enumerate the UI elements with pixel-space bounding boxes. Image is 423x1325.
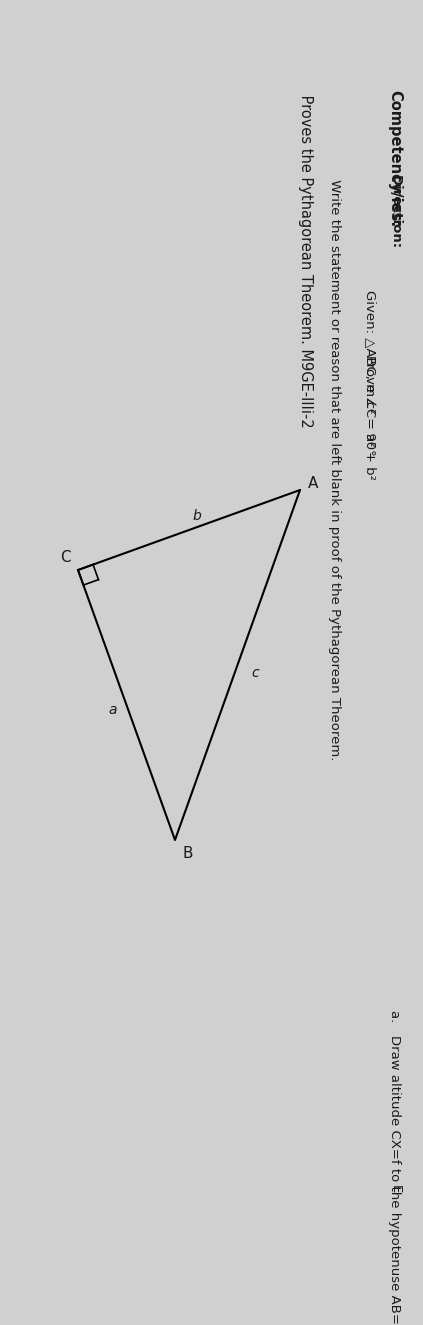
Text: Direction:: Direction:	[388, 175, 401, 249]
Text: a: a	[108, 704, 117, 717]
Text: E: E	[388, 1185, 401, 1194]
Text: Competency/ies:: Competency/ies:	[387, 90, 403, 228]
Text: B: B	[183, 845, 193, 860]
Text: Write the statement or reason that are left blank in proof of the Pythagorean Th: Write the statement or reason that are l…	[329, 175, 341, 761]
Text: Prove: c² = a² + b²: Prove: c² = a² + b²	[363, 355, 376, 480]
Text: A: A	[308, 476, 318, 492]
Text: Proves the Pythagorean Theorem. M9GE-IIIi-2: Proves the Pythagorean Theorem. M9GE-III…	[297, 90, 313, 428]
Text: C: C	[60, 550, 70, 564]
Text: c: c	[252, 666, 259, 680]
Text: b: b	[192, 509, 201, 523]
Text: Given: △ABC, m∠C= 90°: Given: △ABC, m∠C= 90°	[363, 290, 376, 456]
Text: a.   Draw altitude CX=f to the hypotenuse AB=c, dividing into AX=d and XB=e.: a. Draw altitude CX=f to the hypotenuse …	[388, 1010, 401, 1325]
